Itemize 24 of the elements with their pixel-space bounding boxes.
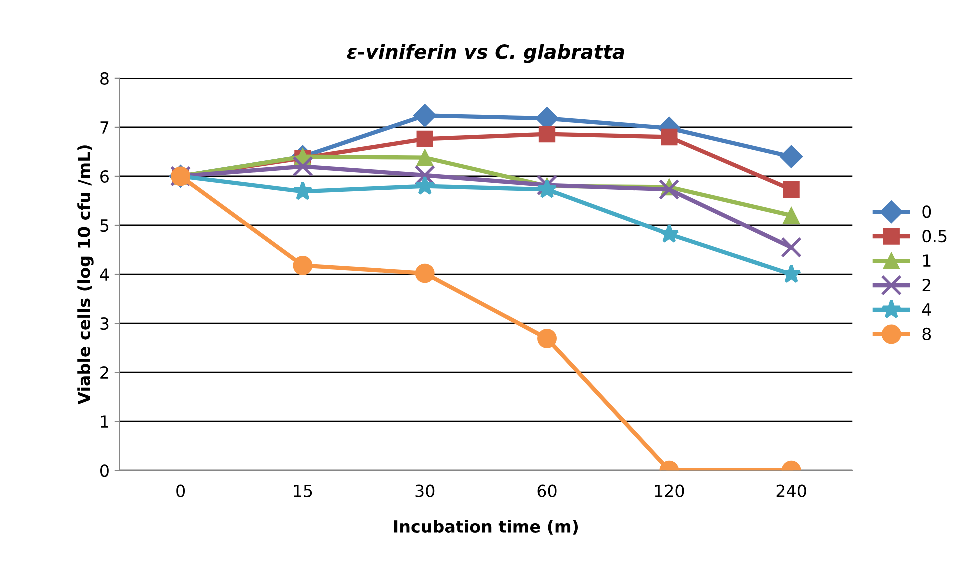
y-tick-label: 0 [100,464,109,478]
legend-label: 8 [922,328,932,341]
x-tick-label: 15 [294,485,312,498]
x-tick-label: 0 [176,484,186,498]
x-tick-label: 60 [538,484,557,498]
y-tick-label: 7 [100,122,109,134]
legend-label: 1 [923,254,931,267]
y-tick-label: 3 [100,318,109,330]
legend-label: 2 [922,278,931,292]
y-tick-label: 4 [100,268,110,281]
y-axis-title: Viable cells (log 10 cfu /mL) [78,146,94,405]
y-tick-label: 1 [101,416,108,428]
y-tick-label: 8 [100,72,109,86]
chart-title: ε-viniferin vs C. glabratta [347,44,624,64]
x-tick-label: 240 [776,484,806,498]
legend-label: 0.5 [922,230,947,243]
legend-label: 0 [922,206,932,218]
x-axis-title: Incubation time (m) [394,520,578,535]
y-tick-label: 5 [100,220,109,232]
x-tick-label: 30 [416,484,435,498]
y-tick-label: 6 [100,170,109,184]
legend-label: 4 [922,304,932,316]
x-tick-label: 120 [655,484,684,498]
y-tick-label: 2 [100,366,108,379]
